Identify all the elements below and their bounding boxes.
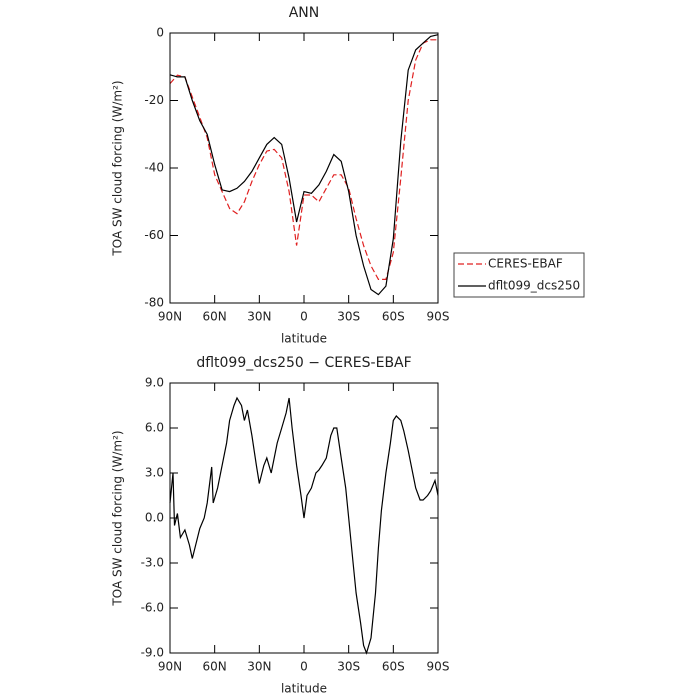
y-tick-label: -60 — [144, 228, 164, 242]
x-tick-label: 60S — [382, 310, 405, 324]
x-tick-label: 30S — [337, 660, 360, 674]
x-tick-label: 90N — [158, 310, 182, 324]
x-tick-label: 30N — [247, 310, 271, 324]
y-tick-label: -40 — [144, 161, 164, 175]
x-axis-label: latitude — [281, 682, 327, 696]
y-tick-label: 9.0 — [145, 376, 164, 390]
y-tick-label: 0 — [156, 26, 164, 40]
y-axis-label: TOA SW cloud forcing (W/m²) — [111, 430, 125, 606]
y-axis-label: TOA SW cloud forcing (W/m²) — [111, 80, 125, 256]
data-line — [169, 34, 439, 296]
y-tick-label: -6.0 — [141, 601, 164, 615]
plot-frame — [169, 382, 439, 654]
x-tick-label: 30N — [247, 660, 271, 674]
x-tick-label: 0 — [300, 660, 308, 674]
x-tick-label: 90N — [158, 660, 182, 674]
x-tick-label: 60N — [203, 310, 227, 324]
x-tick-label: 90S — [427, 310, 450, 324]
data-line — [169, 39, 438, 280]
y-tick-label: -9.0 — [141, 646, 164, 660]
y-tick-label: 3.0 — [145, 466, 164, 480]
x-tick-label: 0 — [300, 310, 308, 324]
y-tick-label: -3.0 — [141, 556, 164, 570]
y-tick-label: -80 — [144, 296, 164, 310]
x-tick-label: 90S — [427, 660, 450, 674]
y-tick-label: 0.0 — [145, 511, 164, 525]
x-tick-label: 30S — [337, 310, 360, 324]
y-tick-label: -20 — [144, 93, 164, 107]
legend-label: dflt099_dcs250 — [488, 279, 580, 293]
legend-label: CERES-EBAF — [488, 257, 563, 271]
x-tick-label: 60S — [382, 660, 405, 674]
data-line — [169, 396, 439, 655]
legend-box — [453, 252, 585, 298]
chart-title: ANN — [289, 5, 320, 21]
chart-title: dflt099_dcs250 − CERES-EBAF — [196, 355, 411, 371]
x-axis-label: latitude — [281, 332, 327, 346]
x-tick-label: 60N — [203, 660, 227, 674]
y-tick-label: 6.0 — [145, 421, 164, 435]
plot-frame — [169, 32, 439, 304]
